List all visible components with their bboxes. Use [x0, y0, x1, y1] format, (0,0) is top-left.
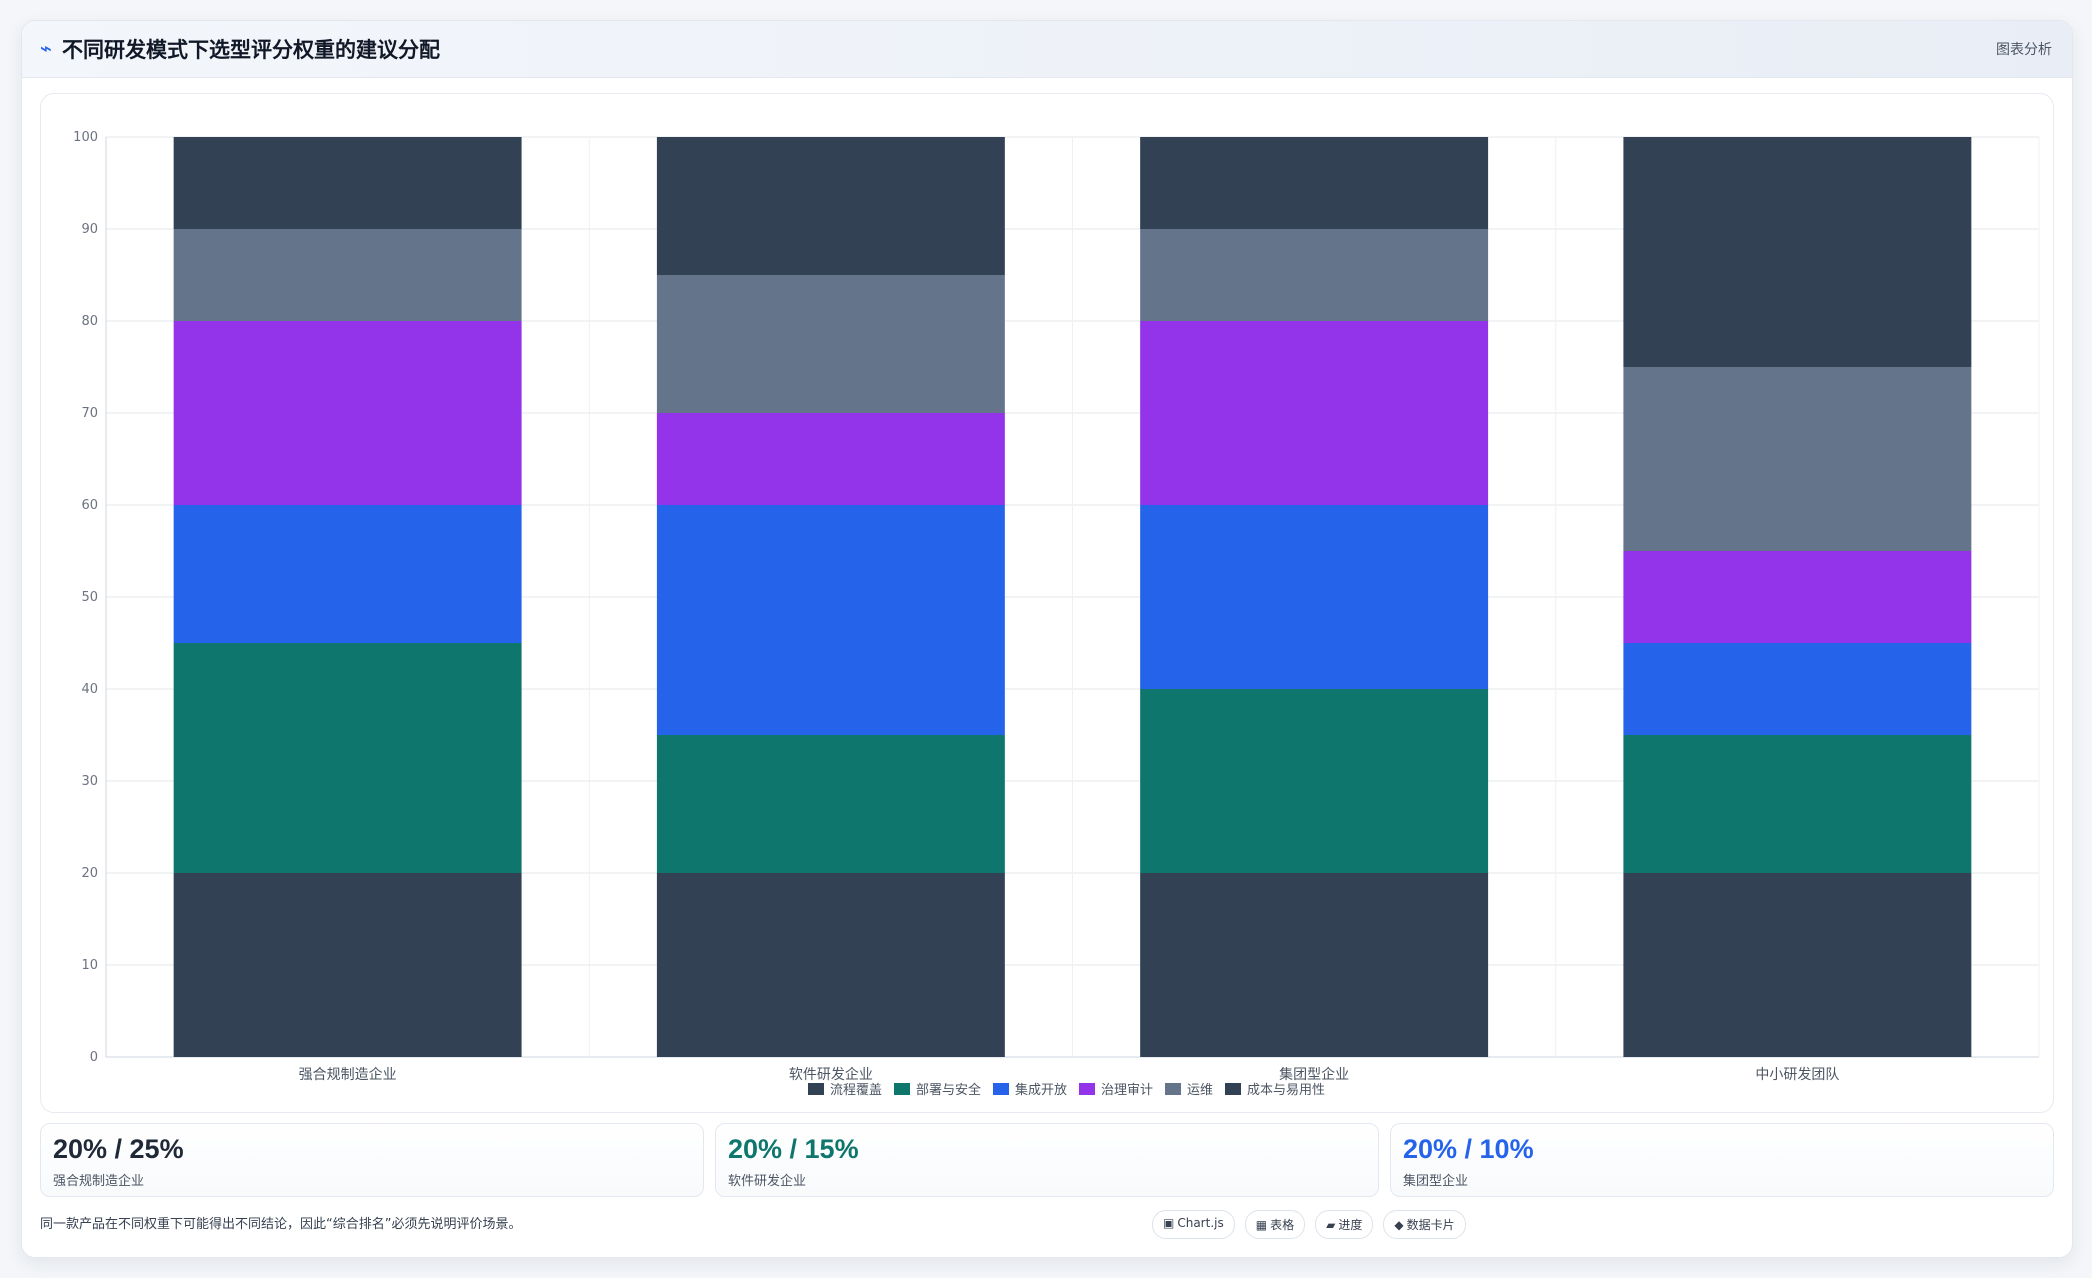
legend-swatch	[894, 1083, 910, 1095]
bar-segment	[1623, 551, 1972, 643]
y-tick-label: 0	[90, 1050, 98, 1065]
legend-label: 成本与易用性	[1247, 1083, 1325, 1098]
bar-segment	[173, 137, 522, 229]
bar-segment	[1623, 873, 1972, 1057]
bar-segment	[1140, 689, 1489, 873]
bar-segment	[173, 229, 522, 321]
stacked-bar-chart: 0 10 20 30 40 50 60 70 80 90 100 强合规制造企业 软件研发企业 集团型企业…	[73, 130, 2040, 1098]
bar-segment	[1140, 873, 1489, 1057]
y-tick-label: 40	[81, 682, 98, 697]
card-header: ⌁ 不同研发模式下选型评分权重的建议分配 图表分析	[22, 21, 2072, 78]
y-tick-label: 70	[81, 406, 98, 421]
y-tick-label: 10	[81, 958, 98, 973]
chip-label: 进度	[1338, 1218, 1363, 1232]
bar-segment	[1623, 735, 1972, 873]
bar-segment	[173, 321, 522, 505]
bar-segment	[1140, 137, 1489, 229]
card-icon: ◆	[1394, 1218, 1404, 1232]
legend-swatch	[1165, 1083, 1181, 1095]
chip-label: 数据卡片	[1406, 1218, 1455, 1232]
page-title: 不同研发模式下选型评分权重的建议分配	[62, 38, 440, 62]
legend-label: 治理审计	[1101, 1083, 1153, 1098]
chip-label: Chart.js	[1177, 1216, 1224, 1230]
kpi-card-manufacturing: 20% / 25% 强合规制造企业	[40, 1123, 704, 1197]
y-tick-label: 30	[81, 774, 98, 789]
chip-chartjs[interactable]: ▣ Chart.js	[1152, 1210, 1235, 1239]
kpi-value: 20% / 10%	[1403, 1134, 1534, 1164]
bar-segment	[656, 275, 1005, 413]
legend-label: 流程覆盖	[830, 1083, 882, 1098]
bar-segment	[1140, 321, 1489, 505]
x-tick-label: 软件研发企业	[789, 1066, 873, 1083]
y-tick-label: 80	[81, 314, 98, 329]
y-tick-label: 20	[81, 866, 98, 881]
chip-progress[interactable]: ▰ 进度	[1315, 1210, 1374, 1239]
legend-swatch	[993, 1083, 1009, 1095]
bar-segment	[656, 735, 1005, 873]
bar-segment	[656, 873, 1005, 1057]
table-icon: ▦	[1255, 1218, 1268, 1232]
y-tick-label: 50	[81, 590, 98, 605]
x-tick-label: 强合规制造企业	[299, 1066, 397, 1083]
bar-segment	[173, 505, 522, 643]
chart-icon: ▣	[1163, 1216, 1175, 1230]
bar-segment	[173, 873, 522, 1057]
x-tick-label: 中小研发团队	[1755, 1067, 1839, 1083]
feature-chips: ▣ Chart.js ▦ 表格 ▰ 进度 ◆ 数据卡片	[1152, 1210, 1466, 1239]
bar-segment	[1623, 367, 1972, 551]
bar-segment	[656, 413, 1005, 505]
kpi-card-software: 20% / 15% 软件研发企业	[715, 1123, 1379, 1197]
kpi-label: 强合规制造企业	[53, 1174, 145, 1189]
legend-swatch	[1225, 1083, 1241, 1095]
kpi-label: 集团型企业	[1403, 1174, 1469, 1189]
footer-note: 同一款产品在不同权重下可能得出不同结论，因此“综合排名”必须先说明评价场景。	[40, 1217, 522, 1232]
y-tick-label: 100	[73, 130, 98, 145]
legend-label: 集成开放	[1015, 1082, 1067, 1098]
kpi-value: 20% / 25%	[53, 1134, 184, 1164]
kpi-label: 软件研发企业	[728, 1174, 807, 1189]
bar-segment	[173, 643, 522, 873]
chip-table[interactable]: ▦ 表格	[1244, 1210, 1306, 1239]
progress-icon: ▰	[1326, 1218, 1336, 1232]
kpi-value: 20% / 15%	[728, 1134, 859, 1164]
chart-analysis-label: 图表分析	[1996, 42, 2052, 58]
legend-label: 部署与安全	[916, 1082, 981, 1098]
bar-segment	[1623, 137, 1972, 367]
legend-label: 运维	[1187, 1083, 1213, 1098]
kpi-card-group: 20% / 10% 集团型企业	[1390, 1123, 2054, 1197]
bar-segment	[656, 505, 1005, 735]
y-tick-label: 60	[81, 498, 98, 513]
chart-panel: 0 10 20 30 40 50 60 70 80 90 100 强合规制造企业 软件研发企业 集团型企业…	[40, 93, 2054, 1113]
bar-segment	[1140, 229, 1489, 321]
chart-card: ⌁ 不同研发模式下选型评分权重的建议分配 图表分析 0 10 20 30 40 50 60 7…	[21, 20, 2073, 1258]
bar-segment	[1140, 505, 1489, 689]
x-tick-label: 集团型企业	[1279, 1066, 1349, 1083]
chart-line-icon: ⌁	[40, 36, 53, 60]
legend-swatch	[808, 1083, 824, 1095]
bar-segment	[656, 137, 1005, 275]
chip-data-card[interactable]: ◆ 数据卡片	[1383, 1210, 1466, 1239]
bar-segment	[1623, 643, 1972, 735]
legend-swatch	[1079, 1083, 1095, 1095]
y-tick-label: 90	[81, 222, 98, 237]
chip-label: 表格	[1270, 1218, 1295, 1232]
